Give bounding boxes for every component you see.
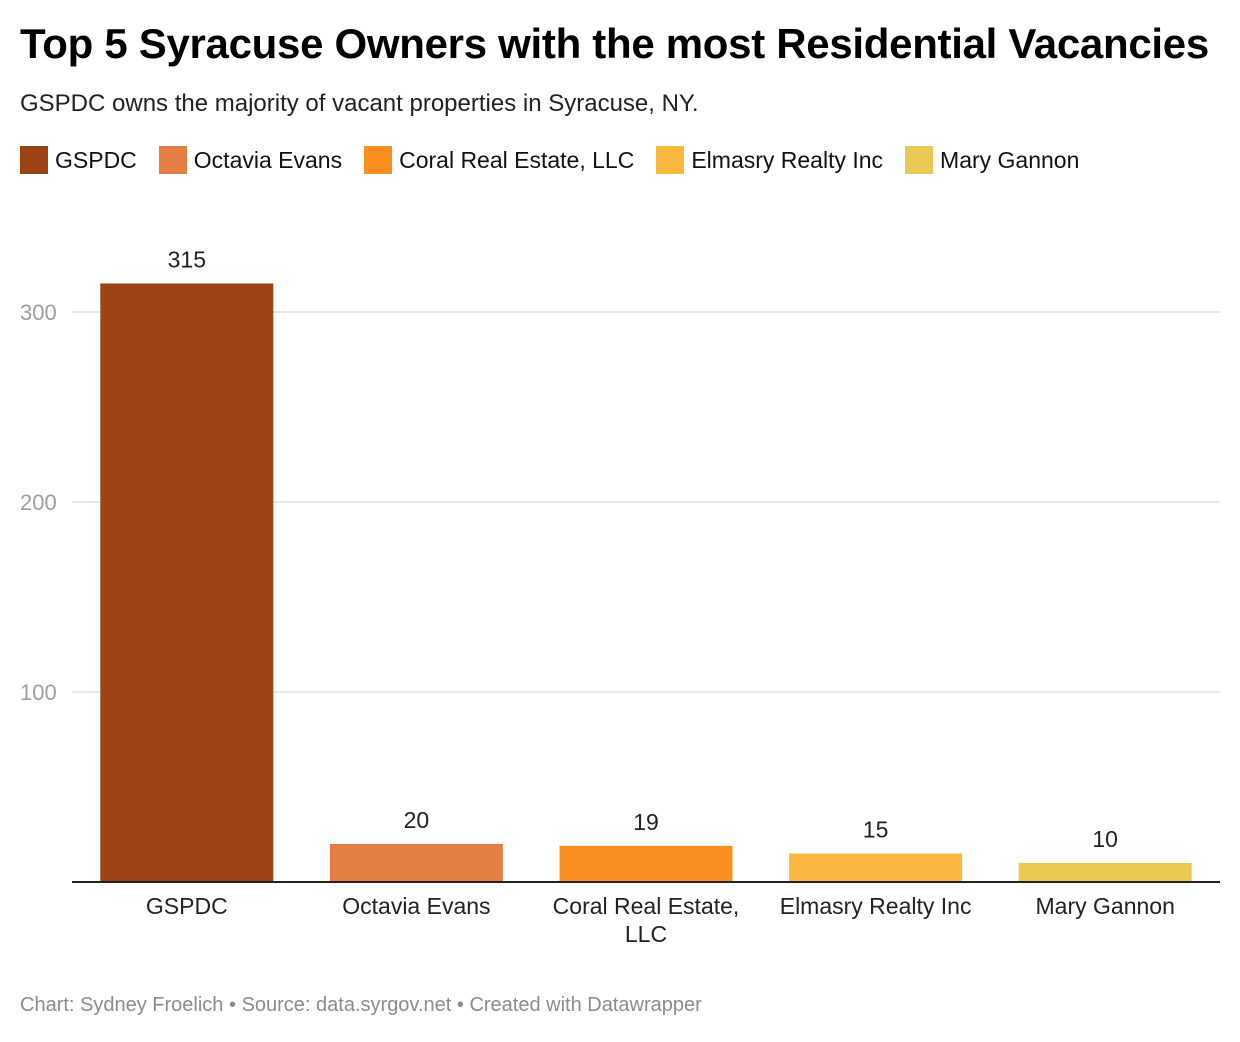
legend-label: Octavia Evans [193, 146, 343, 173]
footer-created: Created with Datawrapper [469, 994, 702, 1016]
bar-value-label: 15 [863, 817, 889, 843]
legend-swatch [158, 146, 187, 174]
x-tick-label: Mary Gannon [1036, 893, 1175, 919]
legend-swatch [656, 146, 685, 174]
legend-item-octavia-evans: Octavia Evans [158, 146, 343, 174]
legend-label: GSPDC [55, 146, 137, 173]
x-tick-label: Coral Real Estate, [553, 893, 740, 919]
footer-separator: • [456, 994, 464, 1016]
bar [100, 283, 274, 882]
bar [329, 844, 503, 882]
bar-value-label: 20 [404, 807, 430, 833]
chart-subtitle: GSPDC owns the majority of vacant proper… [20, 90, 699, 117]
legend-swatch [905, 146, 934, 174]
legend-item-coral-real-estate: Coral Real Estate, LLC [364, 146, 634, 174]
footer-source: Source: data.syrgov.net [241, 994, 452, 1016]
x-tick-label: Elmasry Realty Inc [780, 893, 972, 919]
y-tick-label: 200 [20, 490, 57, 515]
chart-footer: Chart: Sydney Froelich • Source: data.sy… [20, 994, 702, 1017]
bar [1018, 863, 1192, 882]
x-tick-label: GSPDC [146, 893, 228, 919]
x-tick-label: Octavia Evans [342, 893, 490, 919]
legend-item-elmasry-realty: Elmasry Realty Inc [656, 146, 883, 174]
x-tick-label: LLC [625, 921, 667, 947]
chart-title: Top 5 Syracuse Owners with the most Resi… [20, 20, 1209, 67]
y-tick-label: 100 [20, 680, 57, 705]
bar-value-label: 19 [633, 809, 659, 835]
chart-legend: GSPDC Octavia Evans Coral Real Estate, L… [20, 146, 1101, 174]
legend-swatch [20, 146, 48, 174]
legend-label: Elmasry Realty Inc [691, 146, 884, 173]
legend-label: Coral Real Estate, LLC [399, 146, 635, 173]
bar-value-label: 10 [1092, 826, 1118, 852]
y-tick-label: 300 [20, 300, 57, 325]
legend-label: Mary Gannon [940, 146, 1080, 173]
footer-credit: Chart: Sydney Froelich [20, 994, 224, 1016]
footer-separator: • [228, 994, 236, 1016]
bar [789, 853, 963, 882]
legend-item-gspdc: GSPDC [20, 146, 137, 174]
legend-swatch [364, 146, 393, 174]
bar-value-label: 315 [168, 247, 206, 273]
legend-item-mary-gannon: Mary Gannon [905, 146, 1079, 174]
bar [559, 845, 733, 882]
